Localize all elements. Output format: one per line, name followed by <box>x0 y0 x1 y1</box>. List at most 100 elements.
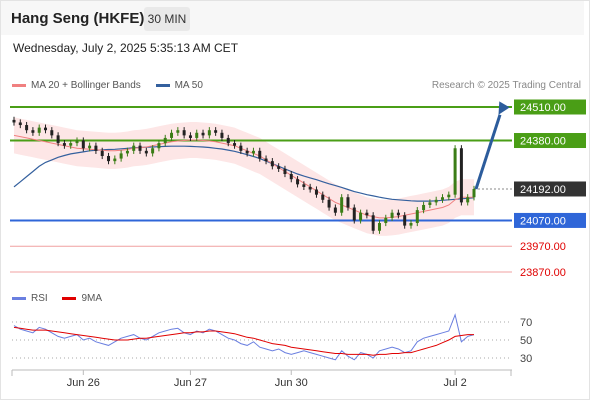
candle-body <box>100 150 104 156</box>
candle-body <box>359 212 363 221</box>
ma50-legend-label: MA 50 <box>174 80 203 91</box>
candle-body <box>119 153 123 159</box>
support-price-tag <box>514 212 586 228</box>
candle-body <box>144 150 148 154</box>
candle-body <box>390 212 394 218</box>
candle-body <box>422 204 426 211</box>
candle-body <box>396 212 400 216</box>
candle-body <box>69 143 73 146</box>
resistance-price-tag <box>514 133 586 149</box>
candle-body <box>447 194 451 198</box>
candle-body <box>377 223 381 231</box>
x-tick-label: Jul 2 <box>443 377 466 389</box>
ma20-line <box>13 134 474 219</box>
candle-body <box>264 158 268 162</box>
candle-body <box>283 168 287 175</box>
candle-body <box>403 215 407 226</box>
candle-body <box>352 207 356 221</box>
candle-body <box>182 130 186 136</box>
candle-body <box>50 130 54 136</box>
candle-body <box>44 127 48 131</box>
candle-body <box>251 150 255 154</box>
candle-body <box>302 184 306 187</box>
candle-body <box>188 135 192 138</box>
candle-body <box>434 199 438 203</box>
candle-body <box>56 135 60 144</box>
candle-body <box>207 130 211 136</box>
instrument-title: Hang Seng (HKFE) <box>11 10 145 27</box>
candle-body <box>308 186 312 190</box>
rsi-tick-label: 30 <box>520 353 532 365</box>
candle-body <box>195 132 199 138</box>
x-tick-label: Jun 30 <box>275 377 308 389</box>
rsi-ma-line <box>13 326 474 356</box>
bollinger-band <box>14 117 474 236</box>
candle-body <box>453 148 457 195</box>
candle-body <box>81 140 85 149</box>
candle-body <box>277 166 281 169</box>
candle-body <box>327 199 331 208</box>
candle-body <box>415 210 419 224</box>
ma50-swatch <box>155 83 170 87</box>
candle-body <box>31 130 35 133</box>
last-price-label: 24192.00 <box>520 184 566 196</box>
candle-body <box>12 119 16 123</box>
candle-body <box>226 137 230 144</box>
rsi-tick-label: 70 <box>520 317 532 329</box>
candle-body <box>94 145 98 151</box>
candle-body <box>88 145 92 149</box>
candle-body <box>365 212 369 216</box>
candle-body <box>340 197 344 213</box>
rsi-legend: RSI 9MA <box>12 293 102 304</box>
header-bar <box>1 1 584 35</box>
candle-body <box>428 202 432 205</box>
candle-body <box>201 132 205 136</box>
rsi-legend-label: RSI <box>31 293 48 304</box>
x-tick-label: Jun 26 <box>67 377 100 389</box>
credit-text: Research © 2025 Trading Central <box>431 80 581 91</box>
target-price-label: 23970.00 <box>520 241 566 253</box>
candle-body <box>440 197 444 200</box>
rsi-ma-swatch <box>62 296 77 300</box>
rsi-swatch <box>12 296 26 300</box>
ma50-line <box>13 145 475 202</box>
candle-body <box>472 188 476 198</box>
candle-body <box>333 207 337 213</box>
resistance-price-tag <box>514 99 586 115</box>
resistance-price-label: 24510.00 <box>520 102 566 114</box>
candle-body <box>107 155 111 162</box>
candle-body <box>138 145 142 151</box>
candle-body <box>157 143 161 149</box>
rsi-line <box>13 313 475 361</box>
candle-body <box>214 130 218 133</box>
candle-body <box>25 125 29 131</box>
candle-body <box>151 148 155 154</box>
candle-body <box>62 143 66 146</box>
candle-body <box>459 148 463 203</box>
candle-body <box>170 132 174 138</box>
candle-body <box>233 143 237 146</box>
price-legend: MA 20 + Bollinger Bands MA 50 <box>12 80 203 91</box>
candle-body <box>163 137 167 144</box>
candle-body <box>289 174 293 180</box>
candle-body <box>220 132 224 138</box>
candle-body <box>113 158 117 162</box>
rsi-tick-label: 50 <box>520 335 532 347</box>
ma20-swatch <box>12 83 26 87</box>
candle-body <box>270 161 274 167</box>
timeframe-button[interactable]: 30 MIN <box>144 7 190 31</box>
candle-body <box>296 179 300 185</box>
x-tick-label: Jun 27 <box>174 377 207 389</box>
candle-body <box>239 145 243 151</box>
forecast-arrow-shaft <box>474 114 502 190</box>
candle-body <box>245 150 249 154</box>
candle-body <box>125 150 129 154</box>
date-line: Wednesday, July 2, 2025 5:35:13 AM CET <box>13 41 239 55</box>
resistance-price-label: 24380.00 <box>520 136 566 148</box>
candle-body <box>409 223 413 226</box>
rsi-ma-legend-label: 9MA <box>81 293 103 304</box>
candle-body <box>346 197 350 208</box>
candle-body <box>176 130 180 133</box>
candle-body <box>132 145 136 151</box>
